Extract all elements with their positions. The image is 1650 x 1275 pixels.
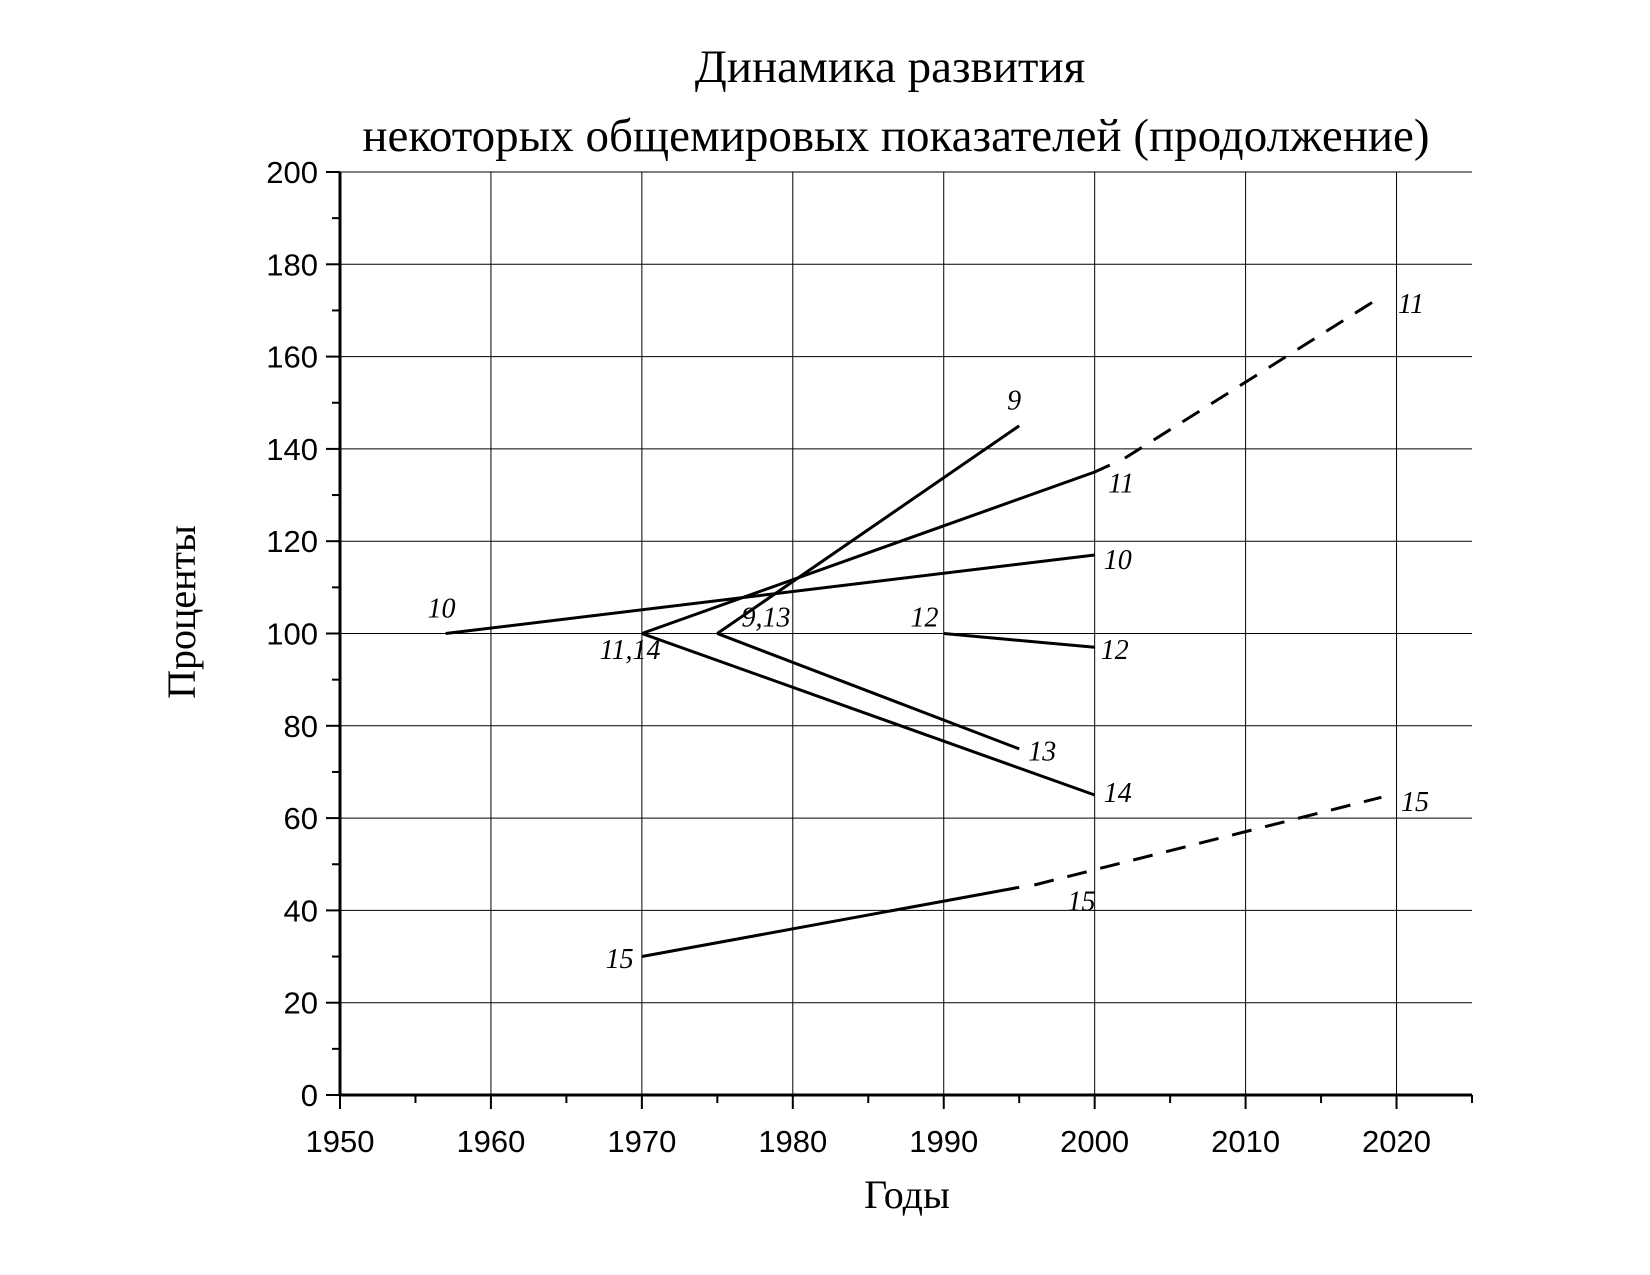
x-axis-label: Годы [864, 1172, 950, 1217]
series-label-9-13-2: 9,13 [741, 603, 790, 634]
series-s11-projection [1124, 295, 1383, 460]
y-tick-label-200: 200 [266, 155, 318, 190]
series-label-13-9: 13 [1028, 736, 1056, 767]
y-tick-label-20: 20 [284, 986, 318, 1021]
x-tick-label-1950: 1950 [306, 1124, 375, 1159]
series-label-11-14-3: 11,14 [600, 635, 661, 666]
series-s12 [943, 632, 1095, 649]
x-tick-label-1970: 1970 [607, 1124, 676, 1159]
chart-title-line-2: некоторых общемировых показателей (продо… [362, 110, 1429, 162]
y-tick-label-40: 40 [284, 893, 318, 928]
y-tick-label-180: 180 [266, 247, 318, 282]
series-label-14-10: 14 [1104, 778, 1132, 809]
series-s15 [641, 885, 1020, 958]
x-tick-label-1980: 1980 [758, 1124, 827, 1159]
y-tick-label-60: 60 [284, 801, 318, 836]
series-lines [445, 295, 1383, 958]
x-tick-label-1960: 1960 [456, 1124, 525, 1159]
series-label-12-5: 12 [1101, 635, 1129, 666]
x-tick-label-1990: 1990 [909, 1124, 978, 1159]
series-label-10-1: 10 [428, 593, 456, 624]
series-label-15-12: 15 [1067, 886, 1095, 917]
series-s15-projection [1033, 795, 1382, 887]
x-tick-label-2010: 2010 [1211, 1124, 1280, 1159]
y-tick-label-120: 120 [266, 524, 318, 559]
x-tick-label-2000: 2000 [1060, 1124, 1129, 1159]
series-s9 [716, 424, 1021, 635]
y-tick-label-160: 160 [266, 340, 318, 375]
series-s13 [716, 632, 1020, 751]
y-tick-label-0: 0 [301, 1078, 318, 1113]
series-label-9-0: 9 [1007, 386, 1021, 417]
series-label-11-8: 11 [1398, 289, 1424, 320]
chart-title-line-1: Динамика развития [695, 41, 1085, 93]
y-tick-label-100: 100 [266, 617, 318, 652]
series-s11 [641, 463, 1111, 635]
series-label-15-13: 15 [606, 944, 634, 975]
series-s10 [445, 553, 1095, 635]
series-label-10-6: 10 [1104, 545, 1132, 576]
y-tick-label-140: 140 [266, 432, 318, 467]
series-label-12-4: 12 [911, 603, 939, 634]
y-tick-label-80: 80 [284, 709, 318, 744]
axes: 1950 1960 1970 1980 1990 2000 2010 2020 0 20 40 60 8… [266, 155, 1473, 1159]
series-s14 [641, 632, 1096, 797]
y-axis-label: Проценты [159, 525, 204, 699]
series-labels: 9 10 9,13 11,14 12 12 10 11 11 13 14 15 15 15 [428, 289, 1430, 975]
series-label-15-11: 15 [1401, 787, 1429, 818]
x-tick-label-2020: 2020 [1362, 1124, 1431, 1159]
grid [340, 171, 1472, 1095]
series-label-11-7: 11 [1108, 469, 1134, 500]
